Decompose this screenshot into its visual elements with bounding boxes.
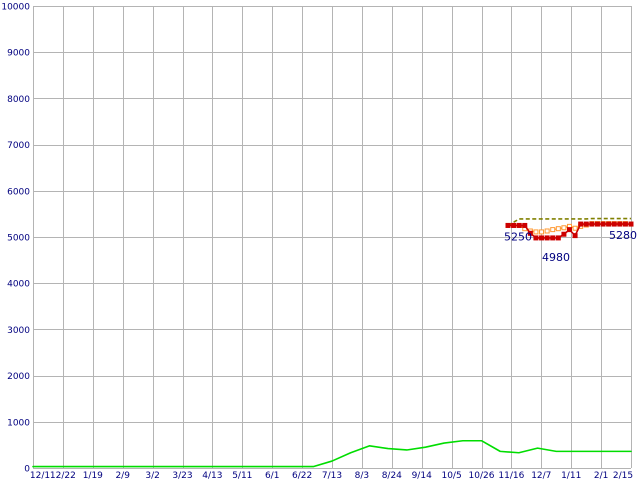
- value-annotations: 5250 4980 5280: [504, 229, 637, 264]
- x-tick-label: 7/13: [322, 471, 342, 480]
- x-tick-label: 10/5: [441, 471, 461, 480]
- x-tick-label: 2/15: [613, 471, 633, 480]
- x-tick-label: 8/24: [382, 471, 402, 480]
- x-tick-label: 2/9: [115, 471, 130, 480]
- y-tick-label: 0: [24, 465, 30, 475]
- series-marker-price: [628, 221, 634, 227]
- series-marker-price: [567, 227, 572, 233]
- x-tick-label: 1/11: [561, 471, 581, 480]
- x-tick-label: 12/1: [30, 471, 50, 480]
- series-marker-price: [516, 222, 522, 228]
- x-tick-label: 9/14: [412, 471, 432, 480]
- series-line-volume: [32, 439, 632, 468]
- series-marker-price: [555, 235, 561, 241]
- value-annotation: 5250: [504, 230, 532, 243]
- x-tick-label: 6/1: [265, 471, 279, 480]
- series-marker-price: [611, 221, 617, 227]
- x-tick-label: 3/2: [145, 471, 159, 480]
- series-marker-price: [589, 221, 595, 227]
- series-marker-price: [583, 221, 589, 227]
- y-tick-label: 2000: [7, 372, 30, 382]
- x-tick-label: 10/26: [469, 471, 495, 480]
- grid-lines: [33, 6, 632, 469]
- series-marker-price: [606, 221, 612, 227]
- series-marker-price: [505, 222, 511, 228]
- x-tick-label: 2/1: [594, 471, 608, 480]
- data-series-layer: [32, 217, 634, 468]
- series-marker-price: [539, 235, 545, 241]
- x-tick-label: 1/19: [83, 471, 103, 480]
- x-tick-label: 8/3: [355, 471, 369, 480]
- series-marker-mid-band: [561, 225, 567, 231]
- series-marker-price: [527, 230, 533, 236]
- series-marker-mid-band: [550, 227, 556, 233]
- series-marker-mid-band: [539, 229, 545, 235]
- series-marker-price: [578, 221, 584, 227]
- y-tick-label: 1000: [7, 418, 30, 428]
- x-tick-label: 12/22: [50, 471, 76, 480]
- x-tick-label: 6/22: [292, 471, 312, 480]
- series-marker-price: [522, 222, 528, 228]
- y-tick-label: 9000: [7, 49, 30, 59]
- x-tick-label: 5/11: [232, 471, 252, 480]
- x-tick-label: 11/16: [498, 471, 524, 480]
- series-marker-price: [600, 221, 606, 227]
- series-marker-mid-band: [555, 226, 561, 232]
- series-marker-price: [511, 222, 517, 228]
- series-marker-price: [561, 231, 567, 237]
- y-tick-label: 6000: [7, 187, 30, 197]
- series-marker-price: [572, 233, 578, 239]
- series-marker-mid-band: [544, 228, 550, 234]
- series-marker-price: [544, 235, 550, 241]
- x-tick-label: 4/13: [202, 471, 222, 480]
- y-tick-label: 3000: [7, 326, 30, 336]
- y-tick-label: 4000: [7, 280, 30, 290]
- y-tick-label: 5000: [7, 234, 30, 244]
- series-marker-price: [594, 221, 600, 227]
- x-tick-label: 3/23: [172, 471, 192, 480]
- x-tick-label: 12/7: [531, 471, 551, 480]
- series-marker-mid-band: [533, 229, 539, 235]
- series-marker-price: [533, 235, 539, 241]
- y-tick-label: 10000: [1, 3, 30, 13]
- series-line-upper-band: [507, 217, 631, 227]
- y-tick-label: 7000: [7, 141, 30, 151]
- y-axis-tick-labels: 0 1000 2000 3000 4000 5000 6000 7000 8000 9000 100…: [1, 3, 30, 475]
- series-marker-price: [622, 221, 628, 227]
- series-marker-price: [550, 235, 556, 241]
- series-marker-price: [617, 221, 623, 227]
- value-annotation: 4980: [542, 251, 570, 264]
- y-tick-label: 8000: [7, 95, 30, 105]
- value-annotation: 5280: [609, 229, 637, 242]
- x-axis-tick-labels: 12/1 12/22 1/19 2/9 3/2 3/23 4/13 5/11 6/1 6/22 7/…: [30, 471, 633, 480]
- series-marker-mid-band: [572, 225, 578, 231]
